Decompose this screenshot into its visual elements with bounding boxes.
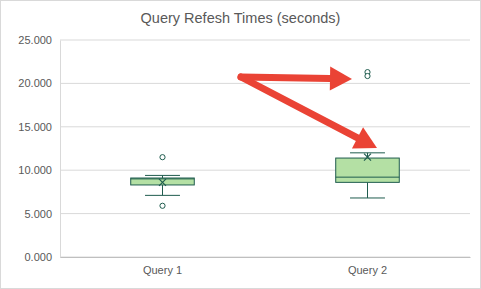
grid — [60, 40, 470, 257]
y-tick-label: 0.000 — [24, 251, 52, 263]
outlier — [365, 73, 370, 78]
whisker-cap-min — [350, 197, 385, 198]
arrow-head — [330, 67, 352, 91]
y-axis-line — [60, 41, 61, 258]
y-tick-label: 10.000 — [18, 164, 52, 176]
plot-area: 0.000 5.000 10.000 15.000 20.000 25.000 Query … — [18, 34, 470, 276]
annotation-arrows — [241, 67, 377, 149]
x-axis: Query 1 Query 2 — [61, 258, 471, 276]
mean-marker — [364, 154, 371, 161]
y-tick: 10.000 — [18, 164, 52, 176]
grid-line — [60, 126, 470, 127]
whisker-lower — [162, 185, 163, 195]
y-axis: 0.000 5.000 10.000 15.000 20.000 25.000 — [18, 34, 60, 263]
y-tick-label: 15.000 — [18, 121, 52, 133]
outlier — [160, 203, 165, 208]
y-tick: 25.000 — [18, 34, 52, 46]
box — [336, 158, 400, 182]
median-line — [131, 178, 195, 179]
y-tick: 0.000 — [24, 251, 52, 263]
grid-line — [60, 257, 470, 258]
chart-title: Query Refesh Times (seconds) — [141, 10, 341, 26]
whisker-cap-max — [350, 152, 385, 153]
y-tick-label: 20.000 — [18, 77, 52, 89]
y-tick-label: 5.000 — [24, 208, 52, 220]
whisker-lower — [367, 182, 368, 198]
x-axis-line — [61, 257, 471, 258]
grid-line — [60, 213, 470, 214]
y-tick: 5.000 — [24, 208, 52, 220]
x-tick: Query 2 — [348, 264, 387, 276]
box-group — [131, 155, 195, 209]
x-tick-label: Query 1 — [143, 264, 182, 276]
marks — [131, 70, 400, 209]
arrow-head — [352, 127, 377, 148]
grid-line — [60, 170, 470, 171]
median-line — [336, 177, 400, 178]
outlier — [160, 155, 165, 160]
arrow-shaft — [241, 77, 330, 79]
whisker-cap-max — [145, 175, 180, 176]
x-tick-label: Query 2 — [348, 264, 387, 276]
whisker-cap-min — [145, 195, 180, 196]
chart-frame — [1, 1, 481, 289]
x-tick: Query 1 — [143, 264, 182, 276]
y-tick: 15.000 — [18, 121, 52, 133]
mean-marker — [159, 179, 166, 186]
y-tick: 20.000 — [18, 77, 52, 89]
grid-line — [60, 40, 470, 41]
arrow-shaft — [241, 77, 357, 138]
box — [131, 178, 195, 185]
y-tick-label: 25.000 — [18, 34, 52, 46]
grid-line — [60, 83, 470, 84]
chart: Query Refesh Times (seconds) 0.000 5.000 10… — [0, 0, 481, 289]
